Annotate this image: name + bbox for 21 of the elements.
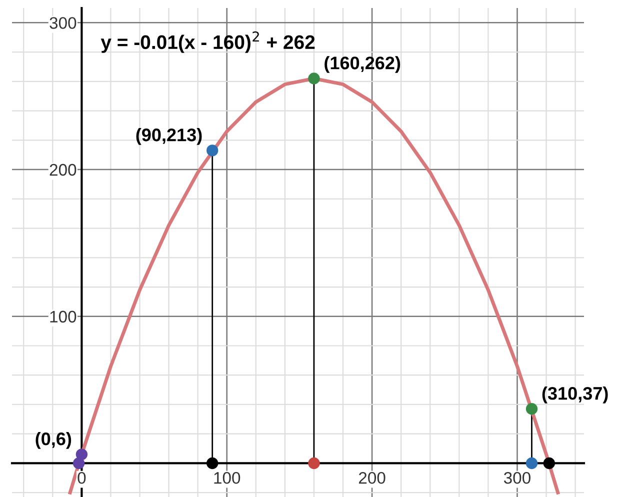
annotation: (310,37) <box>542 386 608 404</box>
y-tick-label: 200 <box>50 164 76 176</box>
annotation: y = -0.01(x - 160)$^{2}$ + 262 <box>100 31 315 53</box>
x-tick-label: 0 <box>78 472 86 484</box>
annotation: (160,262) <box>324 56 400 73</box>
x-tick-label: 300 <box>504 472 530 484</box>
point <box>206 457 218 470</box>
x-tick-label: 200 <box>358 472 386 484</box>
point <box>526 457 538 470</box>
point <box>308 457 320 470</box>
annotation: (90,213) <box>136 128 202 145</box>
y-tick-label: 100 <box>50 310 76 323</box>
point <box>76 448 88 460</box>
point <box>308 72 320 84</box>
annotation: (0,6) <box>36 432 72 449</box>
point <box>526 403 538 415</box>
point <box>72 457 85 470</box>
point <box>543 457 555 470</box>
y-tick-label: 300 <box>50 17 76 29</box>
point <box>206 144 218 156</box>
x-tick-label: 100 <box>214 472 240 484</box>
